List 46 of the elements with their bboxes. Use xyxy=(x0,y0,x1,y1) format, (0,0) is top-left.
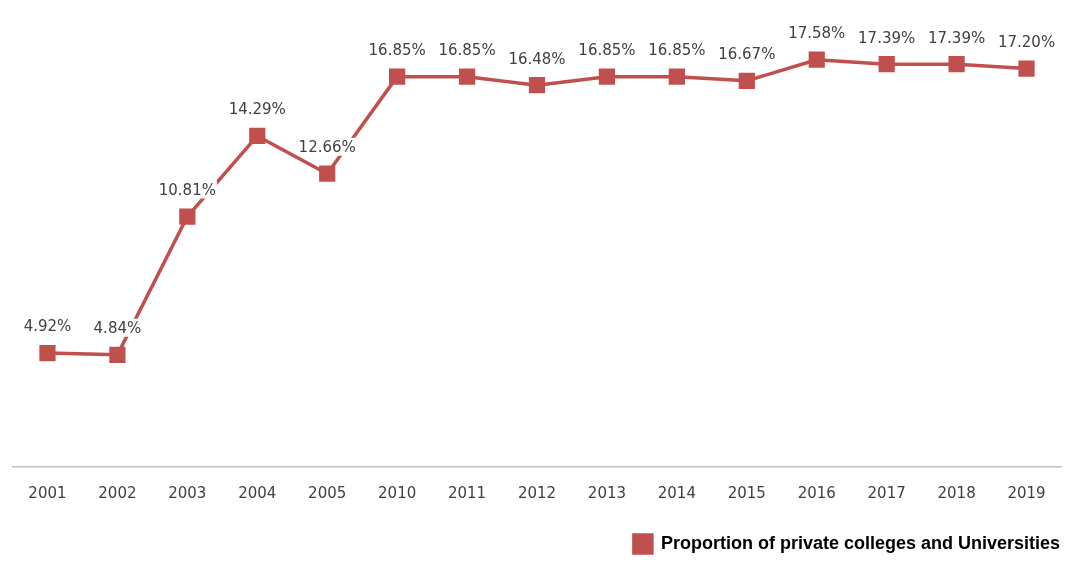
point xyxy=(948,56,965,73)
data-label: 16.67% xyxy=(718,45,776,64)
legend-label: Proportion of private colleges and Universities xyxy=(660,532,1060,553)
data-label: 17.39% xyxy=(858,28,916,47)
x-tick-label: 2010 xyxy=(378,483,417,502)
data-label: 16.85% xyxy=(368,41,426,60)
point xyxy=(389,68,406,85)
point xyxy=(668,68,685,85)
x-tick-label: 2012 xyxy=(517,483,557,502)
point xyxy=(598,68,616,85)
x-tick-label: 2016 xyxy=(797,483,836,502)
data-label: 16.48% xyxy=(508,49,566,68)
point xyxy=(319,165,336,182)
x-tick-label: 2005 xyxy=(308,483,347,502)
point xyxy=(249,127,266,145)
data-label: 4.84% xyxy=(93,319,142,338)
data-label: 12.66% xyxy=(298,138,356,157)
data-label: 10.81% xyxy=(158,180,216,199)
point xyxy=(528,77,546,94)
data-label: 14.29% xyxy=(228,100,286,119)
x-tick-label: 2004 xyxy=(238,483,277,502)
data-label: 16.85% xyxy=(438,41,496,60)
x-tick-label: 2018 xyxy=(937,483,976,502)
data-label: 17.39% xyxy=(928,28,986,47)
x-tick-label: 2003 xyxy=(168,483,207,502)
data-label: 16.85% xyxy=(578,41,636,60)
data-label: 17.20% xyxy=(997,32,1056,51)
x-tick-label: 2011 xyxy=(447,483,487,502)
x-tick-label: 2013 xyxy=(587,483,627,502)
point xyxy=(738,72,755,89)
point xyxy=(1018,60,1035,77)
point xyxy=(39,344,56,362)
data-label: 17.58% xyxy=(788,24,846,43)
point xyxy=(878,56,895,73)
x-tick-label: 2015 xyxy=(727,483,766,502)
x-tick-label: 2017 xyxy=(867,483,906,502)
data-label: 16.85% xyxy=(648,41,706,60)
x-tick-label: 2001 xyxy=(28,483,67,502)
point xyxy=(808,51,825,68)
point xyxy=(109,346,126,363)
x-tick-label: 2019 xyxy=(1007,483,1046,502)
point xyxy=(458,68,476,85)
data-label: 4.92% xyxy=(23,317,72,336)
x-tick-label: 2002 xyxy=(98,483,137,502)
point xyxy=(179,208,196,225)
x-tick-label: 2014 xyxy=(657,483,696,502)
